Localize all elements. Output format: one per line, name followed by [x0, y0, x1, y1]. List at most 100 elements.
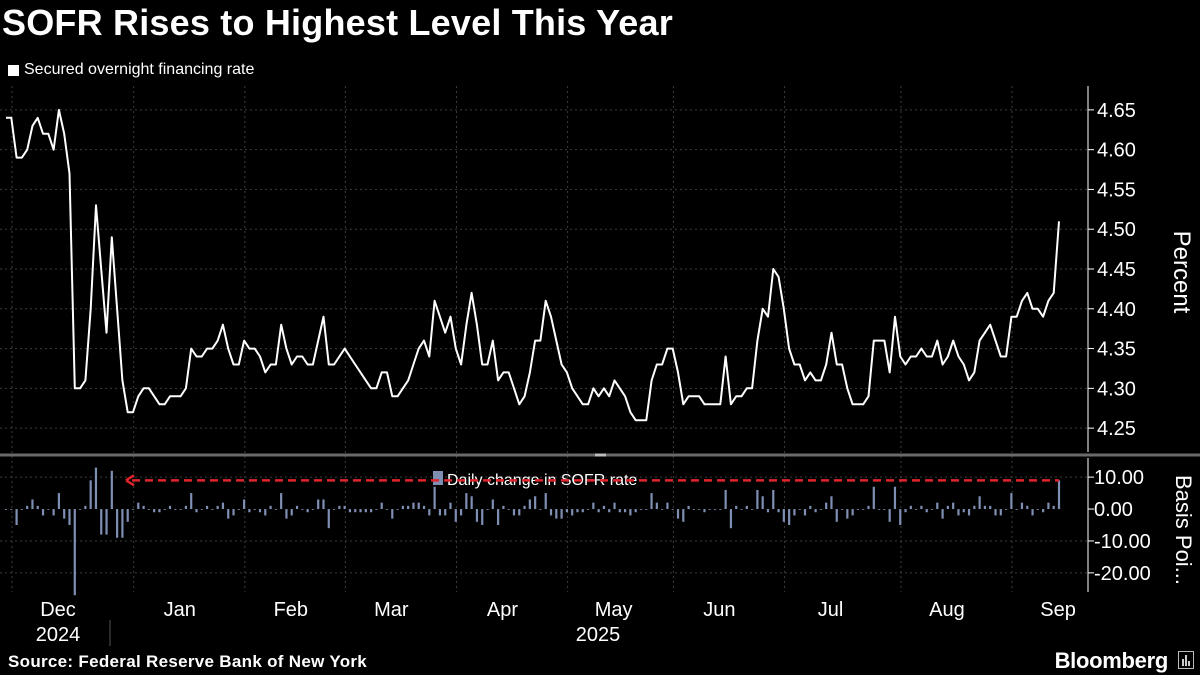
daily-change-bar — [290, 509, 293, 516]
daily-change-bar — [10, 509, 13, 510]
change-tick-label: 10.00 — [1094, 467, 1144, 489]
daily-change-bar — [581, 509, 584, 513]
daily-change-bar — [867, 505, 870, 510]
daily-change-bar — [1052, 505, 1055, 510]
daily-change-bar — [1036, 509, 1039, 510]
daily-change-bar — [877, 509, 881, 510]
daily-change-bar — [909, 505, 912, 510]
daily-change-bar — [507, 509, 510, 510]
line-legend: Secured overnight financing rate — [8, 61, 254, 79]
daily-change-bar — [348, 509, 352, 513]
daily-change-bar — [285, 509, 288, 519]
daily-change-bar — [904, 509, 907, 513]
daily-change-bar — [661, 509, 664, 510]
daily-change-bar — [676, 509, 680, 519]
daily-change-bar — [444, 509, 447, 516]
rate-y-axis-label: Percent — [1168, 231, 1195, 314]
daily-change-bar — [269, 505, 272, 510]
daily-change-bar — [703, 509, 706, 513]
sofr-rate-line — [6, 108, 1060, 422]
daily-change-bar — [491, 499, 494, 510]
daily-change-bar — [31, 499, 34, 510]
daily-change-bar — [105, 509, 108, 535]
daily-change-bar — [893, 486, 897, 510]
daily-change-bar — [417, 502, 420, 510]
daily-change-bar — [163, 509, 166, 510]
daily-change-bar — [100, 509, 103, 535]
daily-change-bar — [243, 499, 246, 510]
daily-change-bar — [788, 509, 791, 525]
rate-tick-label: 4.25 — [1097, 418, 1136, 440]
daily-change-bar — [766, 509, 770, 513]
daily-change-bar — [835, 509, 838, 522]
daily-change-bar — [671, 509, 674, 510]
daily-change-bar — [36, 505, 39, 510]
daily-change-bar — [629, 509, 632, 516]
daily-change-bar — [264, 509, 267, 516]
daily-change-bar — [359, 509, 362, 513]
bar-legend-swatch — [433, 471, 443, 485]
daily-change-bar — [883, 509, 886, 510]
daily-change-bar — [803, 509, 807, 516]
daily-change-bar — [518, 509, 521, 516]
chart-title: SOFR Rises to Highest Level This Year — [2, 2, 673, 43]
daily-change-bar — [385, 509, 389, 510]
daily-change-bar — [147, 509, 150, 510]
daily-change-bar — [131, 509, 135, 510]
rate-tick-label: 4.60 — [1097, 140, 1136, 162]
daily-change-bar — [52, 509, 55, 516]
daily-change-bar — [899, 509, 902, 525]
daily-change-bar — [280, 493, 283, 510]
daily-change-bar — [4, 509, 8, 510]
daily-change-bar — [475, 509, 479, 522]
daily-change-bar — [227, 509, 230, 519]
daily-change-bar — [539, 509, 542, 510]
daily-change-bar — [544, 493, 547, 510]
bloomberg-logo: Bloomberg — [1054, 648, 1169, 673]
daily-change-bar — [317, 499, 320, 510]
daily-change-bar — [433, 486, 436, 510]
daily-change-bar — [724, 489, 727, 510]
daily-change-bar — [1026, 505, 1029, 510]
daily-change-bar — [941, 509, 944, 519]
change-tick-label: -10.00 — [1094, 531, 1151, 553]
daily-change-bar — [957, 509, 960, 516]
daily-change-bar — [936, 502, 939, 510]
daily-change-bar — [819, 509, 822, 510]
daily-change-bar — [624, 509, 627, 513]
daily-change-bar — [719, 509, 722, 510]
daily-change-bar — [142, 505, 145, 510]
daily-change-bar — [999, 509, 1002, 516]
daily-change-bar — [571, 509, 574, 516]
daily-change-bar — [179, 509, 182, 510]
daily-change-bar — [666, 502, 669, 510]
daily-change-bar — [78, 509, 82, 510]
daily-change-bar — [502, 505, 505, 510]
month-label: Jun — [703, 599, 735, 621]
daily-change-bar — [63, 509, 66, 519]
daily-change-bar — [713, 509, 717, 510]
daily-change-bar — [809, 505, 812, 510]
daily-change-bar — [761, 496, 764, 510]
daily-change-bar — [967, 509, 971, 516]
daily-change-bar — [798, 509, 801, 510]
daily-change-bar — [872, 486, 875, 510]
source-note: Source: Federal Reserve Bank of New York — [8, 652, 368, 671]
daily-change-bar — [20, 509, 23, 510]
daily-change-bar — [470, 496, 473, 510]
daily-change-bar — [1042, 509, 1045, 513]
daily-change-bar — [645, 509, 648, 510]
daily-change-bar — [692, 509, 695, 510]
daily-change-bar — [814, 509, 817, 513]
daily-change-bar — [925, 509, 928, 513]
daily-change-bar — [549, 509, 553, 516]
daily-change-bar — [555, 509, 558, 519]
daily-change-bar — [211, 509, 214, 510]
daily-change-bar — [375, 509, 378, 510]
daily-change-bar — [396, 509, 399, 510]
daily-change-bar — [565, 509, 568, 513]
month-label: Apr — [487, 599, 518, 621]
daily-change-bar — [597, 509, 600, 513]
daily-change-bar — [322, 499, 325, 510]
daily-change-bar — [449, 502, 452, 510]
